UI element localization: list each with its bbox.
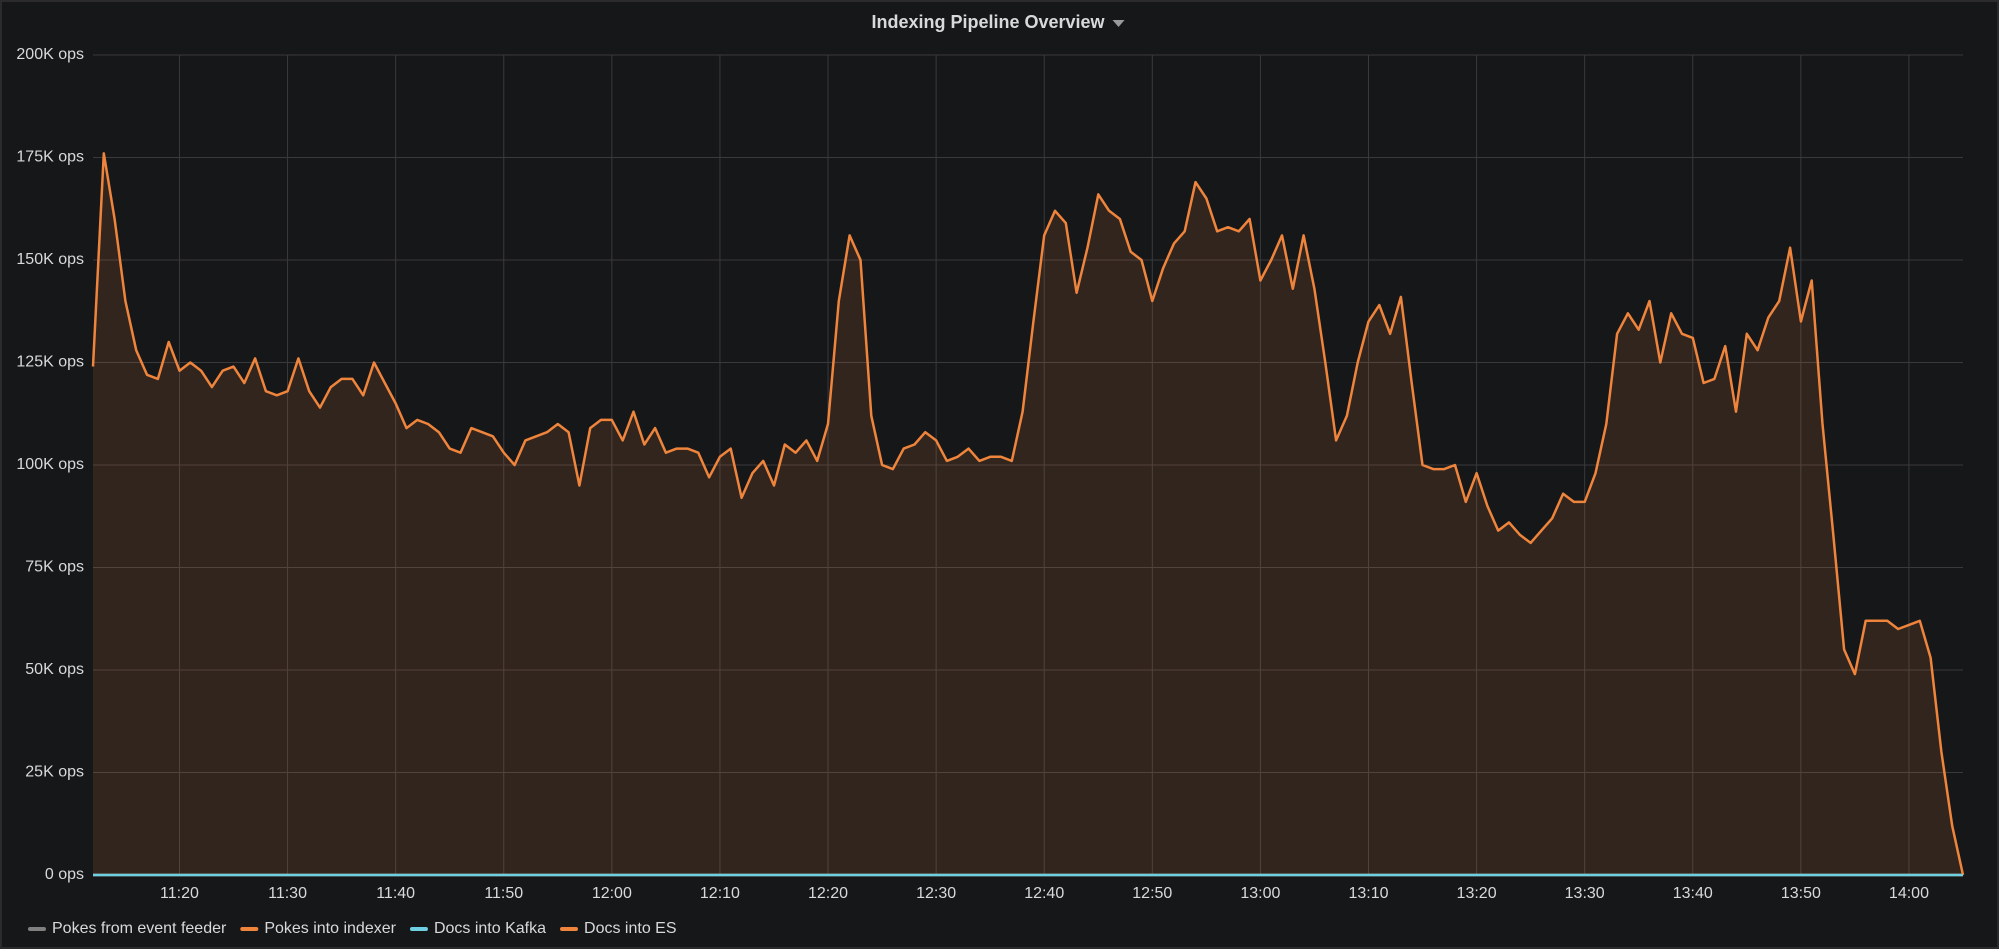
x-tick-label: 13:50	[1781, 885, 1821, 902]
x-tick-label: 12:00	[592, 885, 632, 902]
x-tick-label: 13:10	[1348, 885, 1388, 902]
series-area	[93, 153, 1963, 875]
x-tick-label: 11:40	[376, 885, 415, 902]
y-tick-label: 150K ops	[16, 251, 84, 268]
x-tick-label: 13:30	[1565, 885, 1605, 902]
x-tick-label: 13:20	[1457, 885, 1497, 902]
y-tick-label: 200K ops	[16, 46, 84, 63]
y-tick-label: 0 ops	[45, 866, 84, 883]
x-tick-label: 12:40	[1024, 885, 1064, 902]
x-tick-label: 12:20	[808, 885, 848, 902]
x-tick-label: 11:50	[484, 885, 523, 902]
y-tick-label: 125K ops	[16, 354, 84, 371]
x-tick-label: 12:10	[700, 885, 740, 902]
x-tick-label: 13:00	[1240, 885, 1280, 902]
y-tick-label: 25K ops	[25, 764, 84, 781]
y-tick-label: 175K ops	[16, 149, 84, 166]
x-tick-label: 11:30	[268, 885, 307, 902]
legend-label[interactable]: Pokes into indexer	[264, 920, 396, 937]
x-tick-label: 12:30	[916, 885, 956, 902]
chart-title[interactable]: Indexing Pipeline Overview	[871, 12, 1105, 32]
x-tick-label: 11:20	[160, 885, 199, 902]
legend-label[interactable]: Docs into Kafka	[434, 920, 546, 937]
legend-label[interactable]: Docs into ES	[584, 920, 676, 937]
x-tick-label: 12:50	[1132, 885, 1172, 902]
title-caret[interactable]	[1112, 20, 1125, 27]
series-line	[91, 152, 1965, 876]
y-tick-label: 100K ops	[16, 456, 84, 473]
y-tick-label: 50K ops	[25, 661, 84, 678]
x-tick-label: 14:00	[1889, 885, 1929, 902]
x-tick-label: 13:40	[1673, 885, 1713, 902]
legend-label[interactable]: Pokes from event feeder	[52, 920, 227, 937]
y-tick-label: 75K ops	[25, 559, 84, 576]
